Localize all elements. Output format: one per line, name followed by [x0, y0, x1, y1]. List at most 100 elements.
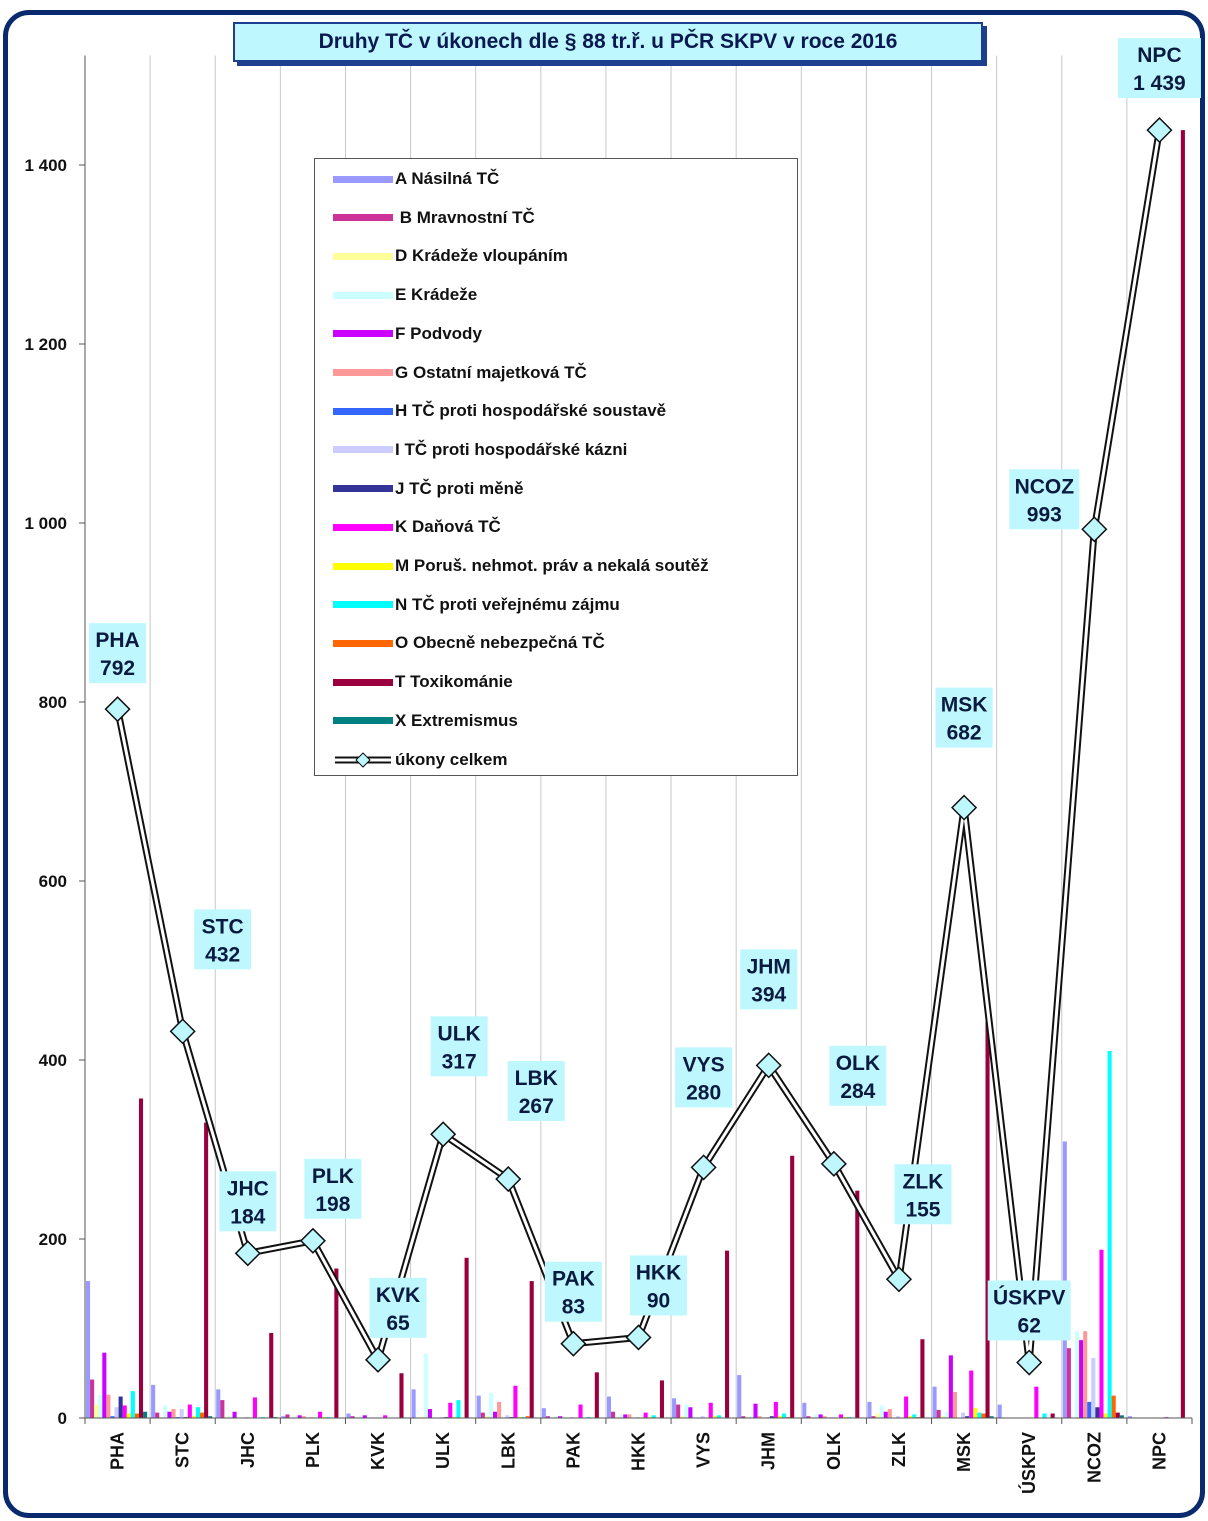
total-point-label-value: 993: [1027, 503, 1062, 526]
total-point-label-box: [304, 1158, 362, 1219]
bar: [297, 1415, 302, 1418]
bar: [688, 1407, 693, 1418]
total-point-label-name: PAK: [552, 1268, 595, 1291]
total-point-label-box: [89, 623, 147, 684]
legend-swatch: [333, 446, 393, 454]
bar: [86, 1281, 91, 1418]
bar: [167, 1411, 172, 1418]
bar: [138, 1098, 144, 1418]
bar: [1127, 1416, 1132, 1418]
bar: [200, 1412, 205, 1418]
bar: [488, 1392, 494, 1418]
total-point-label: OLK 284: [829, 1045, 887, 1106]
bar: [875, 1413, 880, 1418]
total-point-label-name: MSK: [941, 694, 988, 717]
total-point-label-value: 682: [947, 722, 982, 745]
total-point-label-box: [630, 1255, 687, 1316]
total-point-label-value: 83: [562, 1296, 585, 1319]
total-point-label-value: 1 439: [1133, 72, 1186, 95]
total-point-label: JHM 394: [740, 949, 798, 1010]
x-tick-label: ÚSKPV: [1018, 1432, 1039, 1494]
bar: [171, 1409, 176, 1418]
legend-label: F Podvody: [395, 323, 482, 343]
total-point-label-name: STC: [202, 915, 244, 938]
legend-swatch: [333, 214, 393, 222]
bar: [195, 1407, 201, 1418]
bar: [818, 1414, 823, 1418]
bar: [920, 1339, 925, 1418]
legend: A Násilná TČ B Mravnostní TČ D Krádeže vl…: [314, 158, 798, 776]
bar: [525, 1416, 530, 1418]
bar: [1119, 1415, 1124, 1418]
total-point-label: ZLK 155: [894, 1164, 952, 1225]
legend-item: I TČ proti hospodářské kázni: [333, 438, 627, 462]
bar: [1074, 1331, 1080, 1418]
bar: [725, 1250, 730, 1418]
total-marker: [1146, 117, 1173, 144]
bar: [997, 1404, 1002, 1418]
bar: [708, 1402, 713, 1418]
bar: [912, 1414, 917, 1418]
bar: [680, 1416, 685, 1418]
bar: [871, 1416, 876, 1418]
bar: [130, 1391, 135, 1418]
total-point-label-name: PLK: [312, 1165, 354, 1188]
total-point-label: ÚSKPV 62: [987, 1280, 1071, 1341]
bar: [1062, 1141, 1067, 1418]
bar: [102, 1352, 107, 1418]
total-point-label-name: NPC: [1137, 44, 1181, 67]
bar: [505, 1415, 510, 1418]
total-point-label-box: [369, 1277, 427, 1338]
bar: [1066, 1348, 1071, 1418]
total-point-label-name: LBK: [515, 1067, 558, 1090]
bar: [940, 1416, 945, 1418]
bar: [208, 1416, 213, 1418]
legend-label: H TČ proti hospodářské soustavě: [395, 401, 667, 421]
total-point-label-box: [1009, 469, 1080, 530]
legend-item: K Daňová TČ: [333, 515, 501, 539]
bar: [741, 1416, 746, 1418]
total-point-label-box: [1117, 38, 1201, 99]
bar: [541, 1408, 546, 1418]
bar: [676, 1404, 681, 1418]
bar: [643, 1412, 648, 1418]
total-point-label-box: [935, 687, 993, 748]
total-point-label-box: [829, 1045, 887, 1106]
legend-swatch: [333, 369, 393, 376]
bar: [773, 1401, 778, 1418]
legend-swatch: [333, 601, 393, 609]
y-tick-label: 600: [39, 872, 67, 891]
total-point-label-box: [219, 1171, 277, 1232]
bar: [619, 1414, 624, 1418]
bar: [362, 1415, 367, 1418]
bar: [822, 1416, 827, 1418]
total-point-label-name: ZLK: [903, 1170, 944, 1193]
total-marker: [1081, 516, 1108, 543]
total-marker: [560, 1330, 587, 1357]
axis-layer: 0 200 400 600 800 1 000 1 200 1 400 PHA STC JHC PLK…: [24, 55, 1193, 1494]
bar: [90, 1379, 95, 1418]
legend-item: H TČ proti hospodářské soustavě: [333, 399, 666, 423]
bar: [1115, 1412, 1120, 1418]
x-tick-label: ZLK: [889, 1432, 909, 1467]
bar: [1087, 1401, 1092, 1418]
x-tick-label: VYS: [694, 1432, 714, 1468]
total-line-layer: [104, 117, 1173, 1376]
bar: [883, 1411, 888, 1418]
bar: [497, 1401, 502, 1418]
x-tick-label: PAK: [563, 1432, 583, 1469]
bar: [904, 1396, 909, 1418]
legend-item: X Extremismus: [333, 709, 518, 733]
bar: [611, 1411, 616, 1418]
x-tick-label: MSK: [954, 1432, 974, 1472]
chart-title: Druhy TČ v úkonech dle § 88 tr.ř. u PČR …: [233, 22, 983, 62]
total-marker: [885, 1266, 913, 1293]
total-point-label-value: 394: [751, 983, 786, 1006]
bar: [961, 1412, 966, 1418]
legend-item: A Násilná TČ: [333, 167, 499, 191]
legend-line-swatch: [335, 751, 391, 768]
bar: [1111, 1395, 1116, 1418]
bar: [932, 1386, 937, 1418]
legend-label: J TČ proti měně: [395, 478, 524, 498]
legend-swatch: [333, 175, 393, 183]
